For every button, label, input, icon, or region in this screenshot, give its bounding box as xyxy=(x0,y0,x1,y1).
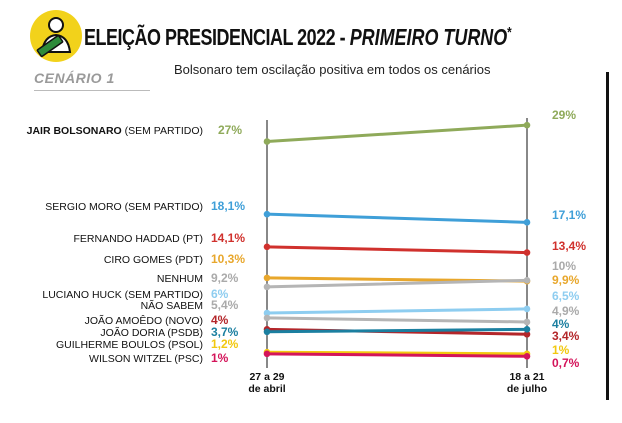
series-label-sergio-moro: SERGIO MORO (SEM PARTIDO) xyxy=(45,201,203,213)
point-sergio-moro-julho xyxy=(523,219,531,226)
point-joao-doria-abril xyxy=(263,328,271,336)
point-nenhum-julho xyxy=(523,277,531,284)
value-label-ciro-gomes-julho: 9,9% xyxy=(552,273,580,287)
point-nao-sabem-abril xyxy=(263,314,271,322)
ballot-box-logo xyxy=(28,8,84,64)
subtitle: Bolsonaro tem oscilação positiva em todo… xyxy=(174,62,491,77)
value-label-joao-amoedo-julho: 3,4% xyxy=(552,329,580,343)
series-line-joao-doria xyxy=(265,327,529,334)
right-divider xyxy=(606,72,609,400)
point-fernando-haddad-julho xyxy=(523,249,531,256)
point-jair-bolsonaro-julho xyxy=(523,121,531,129)
value-label-nenhum-abril: 9,2% xyxy=(211,271,239,285)
scenario-label: CENÁRIO 1 xyxy=(34,70,115,86)
value-label-joao-amoedo-abril: 4% xyxy=(211,313,229,327)
series-label-fernando-haddad: FERNANDO HADDAD (PT) xyxy=(73,233,203,245)
series-label-nenhum: NENHUM xyxy=(157,273,203,285)
series-label-joao-amoedo: JOÃO AMOÊDO (NOVO) xyxy=(85,314,203,327)
value-label-guilherme-boulos-julho: 1% xyxy=(552,343,570,357)
point-fernando-haddad-abril xyxy=(263,243,271,251)
series-line-sergio-moro xyxy=(265,212,529,224)
point-nao-sabem-julho xyxy=(523,318,531,326)
x-tick-label: de julho xyxy=(507,383,547,395)
title-part-1: ELEIÇÃO PRESIDENCIAL 2022 - xyxy=(84,24,350,50)
x-tick-label: de abril xyxy=(248,383,285,395)
value-label-nao-sabem-abril: 5,4% xyxy=(211,298,239,312)
title-part-2: PRIMEIRO TURNO xyxy=(349,24,508,50)
series-line-nenhum xyxy=(265,278,529,289)
value-label-jair-bolsonaro-abril: 27% xyxy=(218,123,242,137)
value-label-joao-doria-abril: 3,7% xyxy=(211,325,239,339)
point-luciano-huck-abril xyxy=(263,309,271,317)
series-line-wilson-witzel xyxy=(265,352,529,358)
series-label-nao-sabem: NÃO SABEM xyxy=(141,299,203,312)
scenario-underline xyxy=(34,90,150,91)
page-title: ELEIÇÃO PRESIDENCIAL 2022 - PRIMEIRO TUR… xyxy=(84,24,622,51)
value-label-wilson-witzel-abril: 1% xyxy=(211,351,229,365)
value-label-joao-doria-julho: 4% xyxy=(552,317,570,331)
x-tick-label: 27 a 29 xyxy=(249,371,284,383)
series-label-ciro-gomes: CIRO GOMES (PDT) xyxy=(104,254,203,266)
series-party: (SEM PARTIDO) xyxy=(122,125,203,137)
series-name: JAIR BOLSONARO xyxy=(27,125,122,137)
point-luciano-huck-julho xyxy=(523,305,531,313)
series-label-luciano-huck: LUCIANO HUCK (SEM PARTIDO) xyxy=(42,289,203,301)
value-label-guilherme-boulos-abril: 1,2% xyxy=(211,337,239,351)
value-label-sergio-moro-julho: 17,1% xyxy=(552,208,586,222)
point-wilson-witzel-julho xyxy=(523,352,531,360)
value-label-fernando-haddad-julho: 13,4% xyxy=(552,239,586,253)
value-label-luciano-huck-julho: 6,5% xyxy=(552,289,580,303)
series-line-luciano-huck xyxy=(265,307,529,315)
value-label-nao-sabem-julho: 4,9% xyxy=(552,304,580,318)
point-nenhum-abril xyxy=(263,283,271,291)
point-jair-bolsonaro-abril xyxy=(263,138,271,145)
title-star: * xyxy=(507,24,512,41)
value-label-luciano-huck-abril: 6% xyxy=(211,287,229,301)
series-line-fernando-haddad xyxy=(265,245,529,255)
value-label-fernando-haddad-abril: 14,1% xyxy=(211,231,245,245)
series-label-joao-doria: JOÃO DORIA (PSDB) xyxy=(100,326,203,339)
series-line-nao-sabem xyxy=(265,316,529,324)
series-label-jair-bolsonaro: JAIR BOLSONARO (SEM PARTIDO) xyxy=(27,125,203,137)
series-label-guilherme-boulos: GUILHERME BOULOS (PSOL) xyxy=(56,339,203,351)
point-wilson-witzel-abril xyxy=(263,350,271,358)
value-label-wilson-witzel-julho: 0,7% xyxy=(552,356,580,370)
series-label-wilson-witzel: WILSON WITZEL (PSC) xyxy=(89,353,203,365)
value-label-jair-bolsonaro-julho: 29% xyxy=(552,108,576,122)
point-joao-amoedo-julho xyxy=(523,330,531,338)
point-ciro-gomes-abril xyxy=(263,274,271,282)
series-line-jair-bolsonaro xyxy=(265,123,529,143)
value-label-nenhum-julho: 10% xyxy=(552,259,576,273)
series-line-guilherme-boulos xyxy=(265,350,529,356)
x-tick-label: 18 a 21 xyxy=(509,371,544,383)
point-joao-doria-julho xyxy=(523,326,531,333)
point-sergio-moro-abril xyxy=(263,210,271,218)
value-label-sergio-moro-abril: 18,1% xyxy=(211,199,245,213)
value-label-ciro-gomes-abril: 10,3% xyxy=(211,252,245,266)
